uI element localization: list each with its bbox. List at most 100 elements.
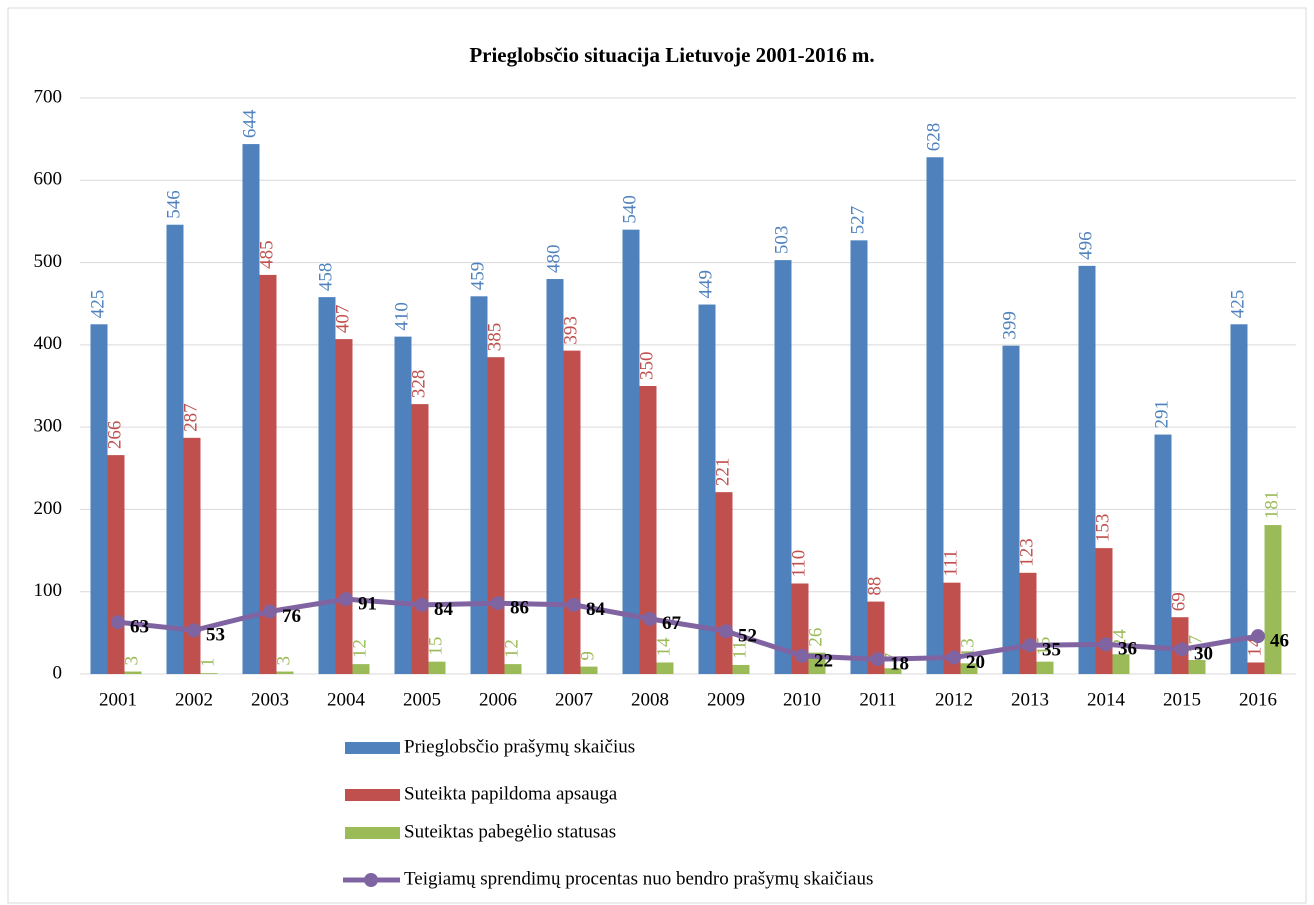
bar <box>1019 572 1037 674</box>
bar <box>90 324 108 674</box>
bar <box>411 404 429 674</box>
bar <box>394 336 412 674</box>
bar <box>428 661 446 674</box>
data-label: 111 <box>940 550 961 577</box>
line-marker <box>871 652 885 667</box>
data-label: 540 <box>619 195 640 224</box>
line-marker <box>947 650 961 665</box>
data-label: 181 <box>1261 491 1282 520</box>
y-tick-label: 600 <box>34 169 63 190</box>
data-label: 291 <box>1151 400 1172 429</box>
bar <box>470 296 488 674</box>
legend-label: Suteikta papildoma apsauga <box>404 783 618 804</box>
line-marker <box>491 596 505 611</box>
data-label: 84 <box>434 599 454 620</box>
data-label: 628 <box>923 123 944 152</box>
data-label: 26 <box>805 628 826 647</box>
y-tick-label: 200 <box>34 498 63 519</box>
bar <box>563 350 581 674</box>
data-label: 91 <box>358 593 377 614</box>
x-tick-label: 2003 <box>251 689 289 710</box>
line-marker <box>719 624 733 639</box>
x-tick-label: 2011 <box>859 689 896 710</box>
x-tick-label: 2004 <box>327 689 366 710</box>
data-label: 153 <box>1092 514 1113 543</box>
bar <box>774 260 792 674</box>
bar <box>166 224 184 674</box>
line-marker <box>339 592 353 607</box>
data-label: 86 <box>510 598 529 619</box>
legend-swatch <box>345 789 400 801</box>
data-label: 399 <box>999 311 1020 340</box>
bar <box>335 339 353 674</box>
line-marker <box>111 615 125 630</box>
bar <box>546 279 564 674</box>
bar <box>1247 662 1265 674</box>
bar <box>656 662 674 674</box>
y-tick-label: 0 <box>53 662 63 683</box>
bar <box>1078 265 1096 674</box>
bar <box>960 663 978 674</box>
bar <box>259 274 277 674</box>
y-tick-label: 300 <box>34 416 63 437</box>
legend-label: Teigiamų sprendimų procentas nuo bendro … <box>404 868 873 889</box>
x-tick-label: 2005 <box>403 689 441 710</box>
line-marker <box>1175 642 1189 657</box>
line-marker <box>643 611 657 626</box>
bar <box>1264 525 1282 674</box>
data-label: 425 <box>1227 290 1248 319</box>
bar <box>884 668 902 674</box>
bar <box>1154 434 1172 674</box>
chart-border <box>7 7 1307 904</box>
data-label: 69 <box>1168 592 1189 611</box>
bar <box>124 671 142 674</box>
data-label: 459 <box>467 262 488 291</box>
data-label: 328 <box>408 370 429 399</box>
data-label: 20 <box>966 652 985 673</box>
bar <box>183 437 201 674</box>
data-label: 458 <box>315 263 336 292</box>
data-label: 385 <box>484 323 505 352</box>
bar <box>850 240 868 674</box>
line-marker <box>1099 637 1113 652</box>
bar <box>580 666 598 674</box>
data-label: 410 <box>391 302 412 331</box>
data-label: 480 <box>543 245 564 274</box>
data-label: 36 <box>1118 639 1137 660</box>
data-label: 12 <box>501 639 522 658</box>
data-label: 644 <box>239 109 260 138</box>
bar <box>352 664 370 674</box>
data-label: 123 <box>1016 538 1037 567</box>
bar <box>732 664 750 674</box>
line-marker <box>795 648 809 663</box>
data-label: 407 <box>332 305 353 334</box>
data-label: 221 <box>712 458 733 487</box>
data-label: 527 <box>847 206 868 235</box>
data-label: 46 <box>1270 631 1289 652</box>
legend-marker <box>364 873 378 887</box>
data-label: 449 <box>695 270 716 299</box>
x-tick-label: 2009 <box>707 689 745 710</box>
legend-label: Prieglobsčio prašymų skaičius <box>404 736 635 757</box>
data-label: 425 <box>87 290 108 319</box>
bar <box>107 455 125 674</box>
data-label: 393 <box>560 316 581 345</box>
bar <box>504 664 522 674</box>
line-marker <box>567 597 581 612</box>
data-label: 3 <box>273 656 294 666</box>
x-tick-label: 2014 <box>1087 689 1126 710</box>
data-label: 53 <box>206 625 225 646</box>
legend-label: Suteiktas pabegėlio statusas <box>404 821 616 842</box>
bar <box>276 671 294 674</box>
bar <box>318 297 336 674</box>
data-label: 76 <box>282 606 301 627</box>
data-label: 546 <box>163 190 184 219</box>
data-label: 110 <box>788 550 809 578</box>
x-tick-label: 2001 <box>99 689 137 710</box>
data-label: 350 <box>636 352 657 381</box>
data-label: 11 <box>729 641 750 659</box>
y-tick-label: 100 <box>34 580 63 601</box>
data-label: 14 <box>653 637 674 657</box>
data-label: 496 <box>1075 231 1096 260</box>
